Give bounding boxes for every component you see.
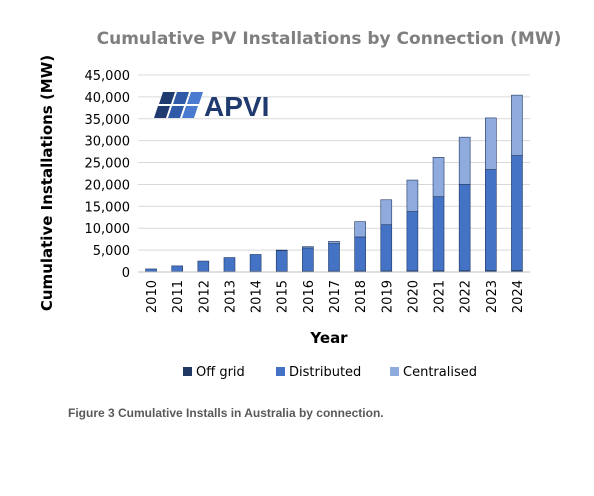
bar-segment-distributed-2024 (511, 155, 523, 271)
x-tick-label: 2012 (197, 280, 212, 313)
figure-caption: Figure 3 Cumulative Installs in Australi… (68, 406, 384, 420)
bar-segment-centralised-2018 (354, 221, 366, 238)
x-tick-label: 2010 (145, 280, 160, 313)
solar-panel-icon (154, 92, 203, 118)
apvi-logo: APVI (154, 91, 269, 122)
legend-label: Distributed (289, 365, 361, 380)
bar-segment-centralised-2022 (458, 136, 471, 185)
y-tick-label: 25,000 (85, 157, 131, 172)
x-tick-label: 2022 (459, 280, 474, 313)
bar-segment-centralised-2019 (380, 199, 393, 226)
logo-text: APVI (204, 91, 269, 122)
bar-segment-distributed-2022 (458, 184, 471, 271)
x-tick-label: 2021 (433, 280, 448, 313)
bar-segment-distributed-2010 (145, 268, 157, 273)
bar-segment-centralised-2023 (484, 117, 497, 170)
y-axis-ticks: 0 5,000 10,000 15,000 20,000 25,000 30,000 35,0… (85, 69, 131, 281)
bar-segment-distributed-2023 (484, 169, 497, 271)
bar-segment-distributed-2015 (275, 250, 288, 272)
bar-segment-distributed-2016 (302, 247, 314, 272)
x-tick-label: 2013 (223, 280, 238, 313)
y-tick-label: 0 (122, 266, 130, 281)
x-tick-label: 2017 (328, 280, 343, 313)
legend-label: Centralised (403, 365, 477, 380)
y-tick-label: 35,000 (85, 113, 131, 128)
y-tick-label: 10,000 (85, 222, 131, 237)
x-tick-label: 2019 (380, 280, 395, 313)
bar-segment-distributed-2020 (406, 211, 419, 272)
gridlines (138, 74, 530, 251)
bar-segment-distributed-2019 (380, 224, 393, 272)
y-tick-label: 5,000 (93, 244, 130, 259)
x-tick-label: 2015 (276, 280, 291, 313)
x-tick-label: 2023 (485, 280, 500, 313)
legend-swatch-off-grid (183, 367, 192, 376)
bar-segment-centralised-2016 (302, 246, 314, 249)
x-axis-title: Year (309, 329, 348, 347)
bar-segment-centralised-2017 (328, 241, 340, 244)
bar-segment-centralised-2020 (406, 179, 419, 212)
bars (145, 94, 523, 273)
legend-label: Off grid (196, 365, 245, 380)
chart-title: Cumulative PV Installations by Connectio… (97, 29, 562, 49)
x-tick-label: 2024 (511, 280, 526, 313)
bar-segment-centralised-2024 (511, 94, 523, 156)
legend: Off grid Distributed Centralised (183, 365, 477, 380)
legend-swatch-distributed (276, 367, 285, 376)
x-tick-label: 2011 (171, 280, 186, 313)
bar-segment-centralised-2021 (432, 157, 445, 198)
bar-segment-distributed-2014 (249, 254, 262, 272)
bar-segment-distributed-2011 (171, 265, 183, 272)
y-tick-label: 30,000 (85, 135, 131, 150)
x-tick-label: 2016 (302, 280, 317, 313)
x-axis-ticks: 2010 2011 2012 2013 2014 2015 2016 2017 2018 2019… (145, 280, 526, 313)
x-tick-label: 2014 (250, 280, 265, 313)
bar-segment-distributed-2021 (432, 196, 445, 272)
y-tick-label: 45,000 (85, 69, 131, 84)
y-tick-label: 20,000 (85, 178, 131, 193)
y-axis-title: Cumulative Installations (MW) (38, 55, 56, 311)
bar-segment-distributed-2018 (354, 236, 366, 272)
bar-segment-distributed-2013 (223, 257, 236, 272)
legend-swatch-centralised (390, 367, 399, 376)
y-tick-label: 15,000 (85, 200, 131, 215)
bar-segment-distributed-2017 (328, 243, 340, 272)
bar-segment-distributed-2012 (197, 260, 210, 272)
y-tick-label: 40,000 (85, 91, 131, 106)
x-tick-label: 2018 (354, 280, 369, 313)
x-tick-label: 2020 (406, 280, 421, 313)
